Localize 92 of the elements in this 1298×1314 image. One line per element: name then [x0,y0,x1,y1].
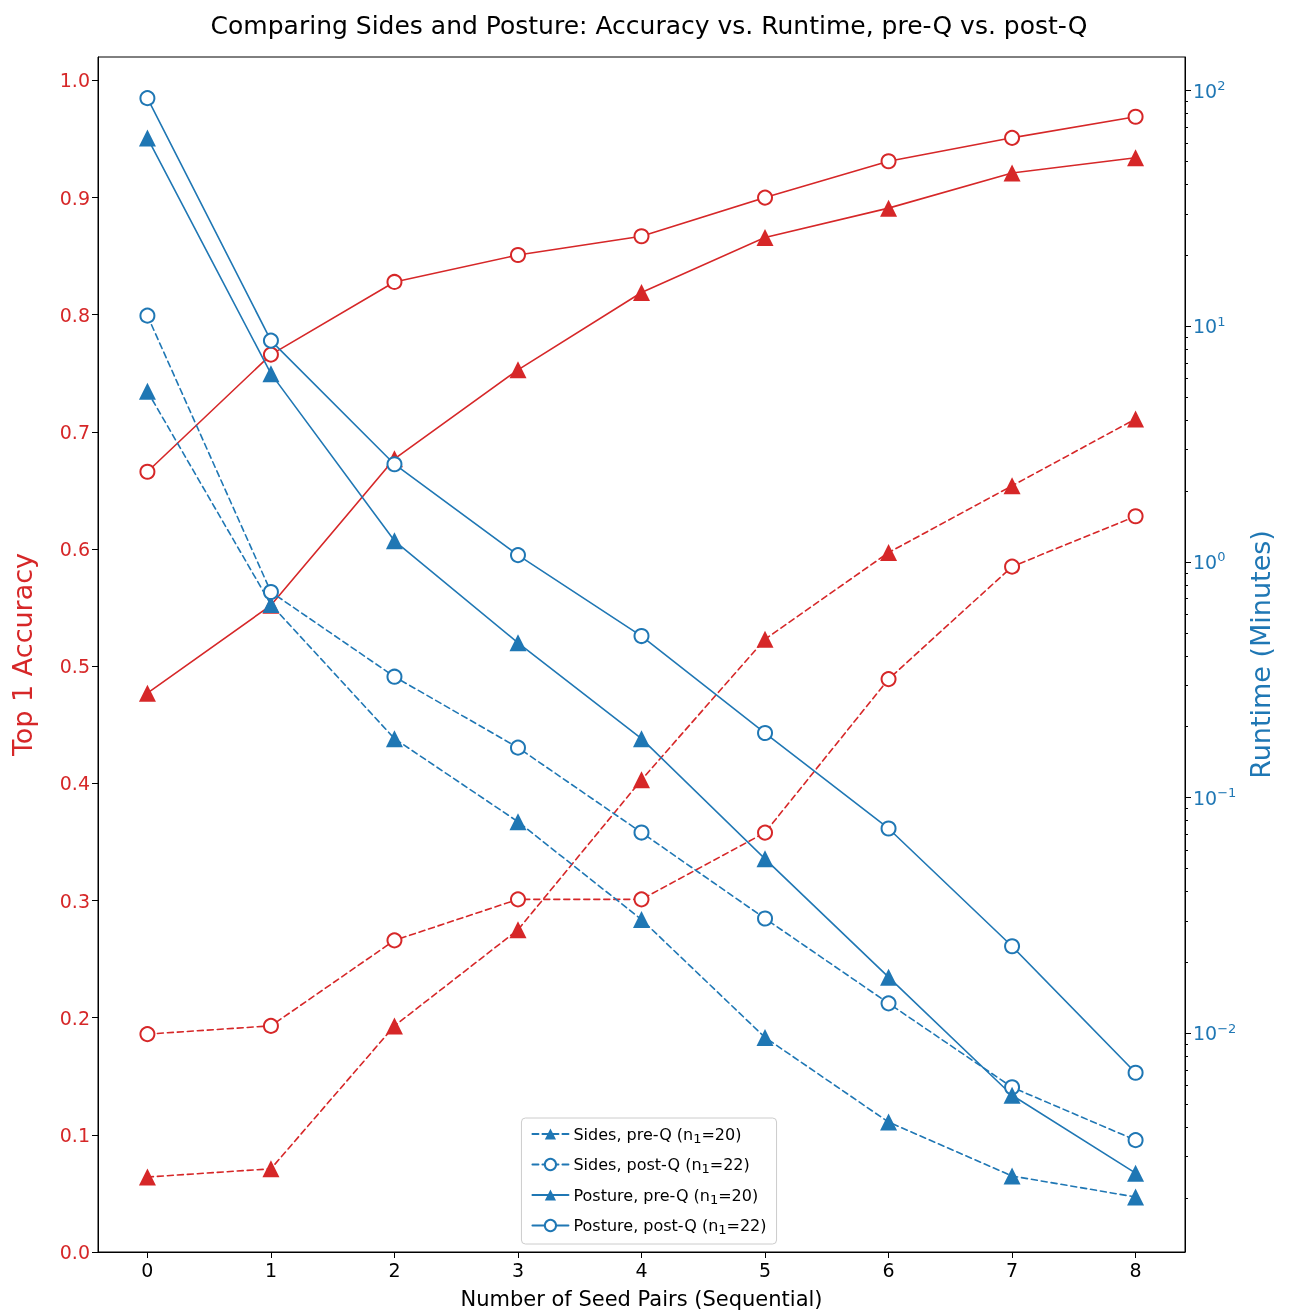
point [756,630,774,648]
point [1004,129,1021,146]
point [138,129,156,147]
x-axis-title: Number of Seed Pairs (Sequential) [460,1286,823,1311]
point [509,361,527,379]
point [880,544,898,562]
point [1127,508,1144,525]
point [633,824,650,841]
y-tick-label: 1.0 [59,69,90,92]
point [262,346,279,363]
point [138,684,156,702]
x-tick-label: 1 [264,1258,277,1281]
point [633,911,650,928]
point [386,273,403,290]
point [138,382,156,400]
y-tick-label: 0.1 [59,1123,90,1146]
y-tick-label: 0.3 [59,889,90,912]
point [509,634,527,652]
point [880,671,897,688]
point [262,583,279,600]
point [385,1017,403,1035]
x-tick-label: 6 [882,1258,895,1281]
point [1127,1164,1145,1182]
point [1127,1132,1144,1149]
y-tick-label: 0.5 [59,655,90,678]
y-tick-label: 0.9 [59,186,90,209]
point [139,463,156,480]
point [880,153,897,170]
x-tick-label: 2 [388,1258,401,1281]
chart-title: Comparing Sides and Posture: Accuracy vs. Runtime, pre-Q vs. post-Q [210,11,1088,40]
point [633,228,650,245]
point [1004,938,1021,955]
point [633,771,650,789]
point [1127,1064,1144,1081]
point [880,968,898,986]
point [386,668,403,685]
point [633,730,650,748]
point [509,891,526,908]
x-tick-label: 5 [758,1258,772,1281]
point [262,1160,280,1178]
point [633,283,650,301]
point [139,1026,156,1043]
point [880,199,898,217]
point [880,995,897,1012]
point [509,547,526,564]
point [1004,558,1021,575]
point [633,628,650,645]
point [1003,1167,1021,1185]
point [509,813,527,831]
point [386,456,403,473]
point [1127,149,1145,167]
point [1003,477,1021,495]
point [757,189,774,206]
point [757,725,774,742]
point [756,850,774,868]
point [1127,410,1145,428]
point [262,1017,279,1034]
point [139,307,156,324]
point [633,891,650,908]
y2-axis-title: Runtime (Minutes) [1245,530,1277,779]
x-tick-label: 8 [1129,1258,1142,1281]
y-tick-label: 0.0 [59,1241,90,1263]
point [509,921,527,939]
point [1127,1188,1145,1206]
point [138,1168,156,1186]
point [262,332,279,349]
point [139,90,156,107]
y-tick-label: 0.6 [59,538,90,561]
point [880,820,897,837]
point [757,910,774,927]
y-tick-label: 0.7 [59,420,90,443]
y-tick-label: 0.8 [59,303,90,326]
x-tick-label: 3 [511,1258,525,1281]
point [386,932,403,949]
point [509,247,526,263]
point [1003,1086,1021,1104]
point [1003,164,1021,182]
point [756,228,774,246]
point [385,532,403,550]
point [1127,108,1144,125]
x-tick-label: 7 [1006,1258,1019,1281]
point [757,824,774,841]
point [385,730,403,748]
point [756,1028,774,1046]
x-tick-label: 0 [141,1258,154,1281]
point [880,1113,898,1131]
y-axis-title: Top 1 Accuracy [7,552,38,758]
point [509,739,526,756]
y-tick-label: 0.4 [59,772,90,795]
y-tick-label: 0.2 [59,1006,90,1029]
point [262,365,280,383]
x-tick-label: 4 [635,1258,648,1281]
